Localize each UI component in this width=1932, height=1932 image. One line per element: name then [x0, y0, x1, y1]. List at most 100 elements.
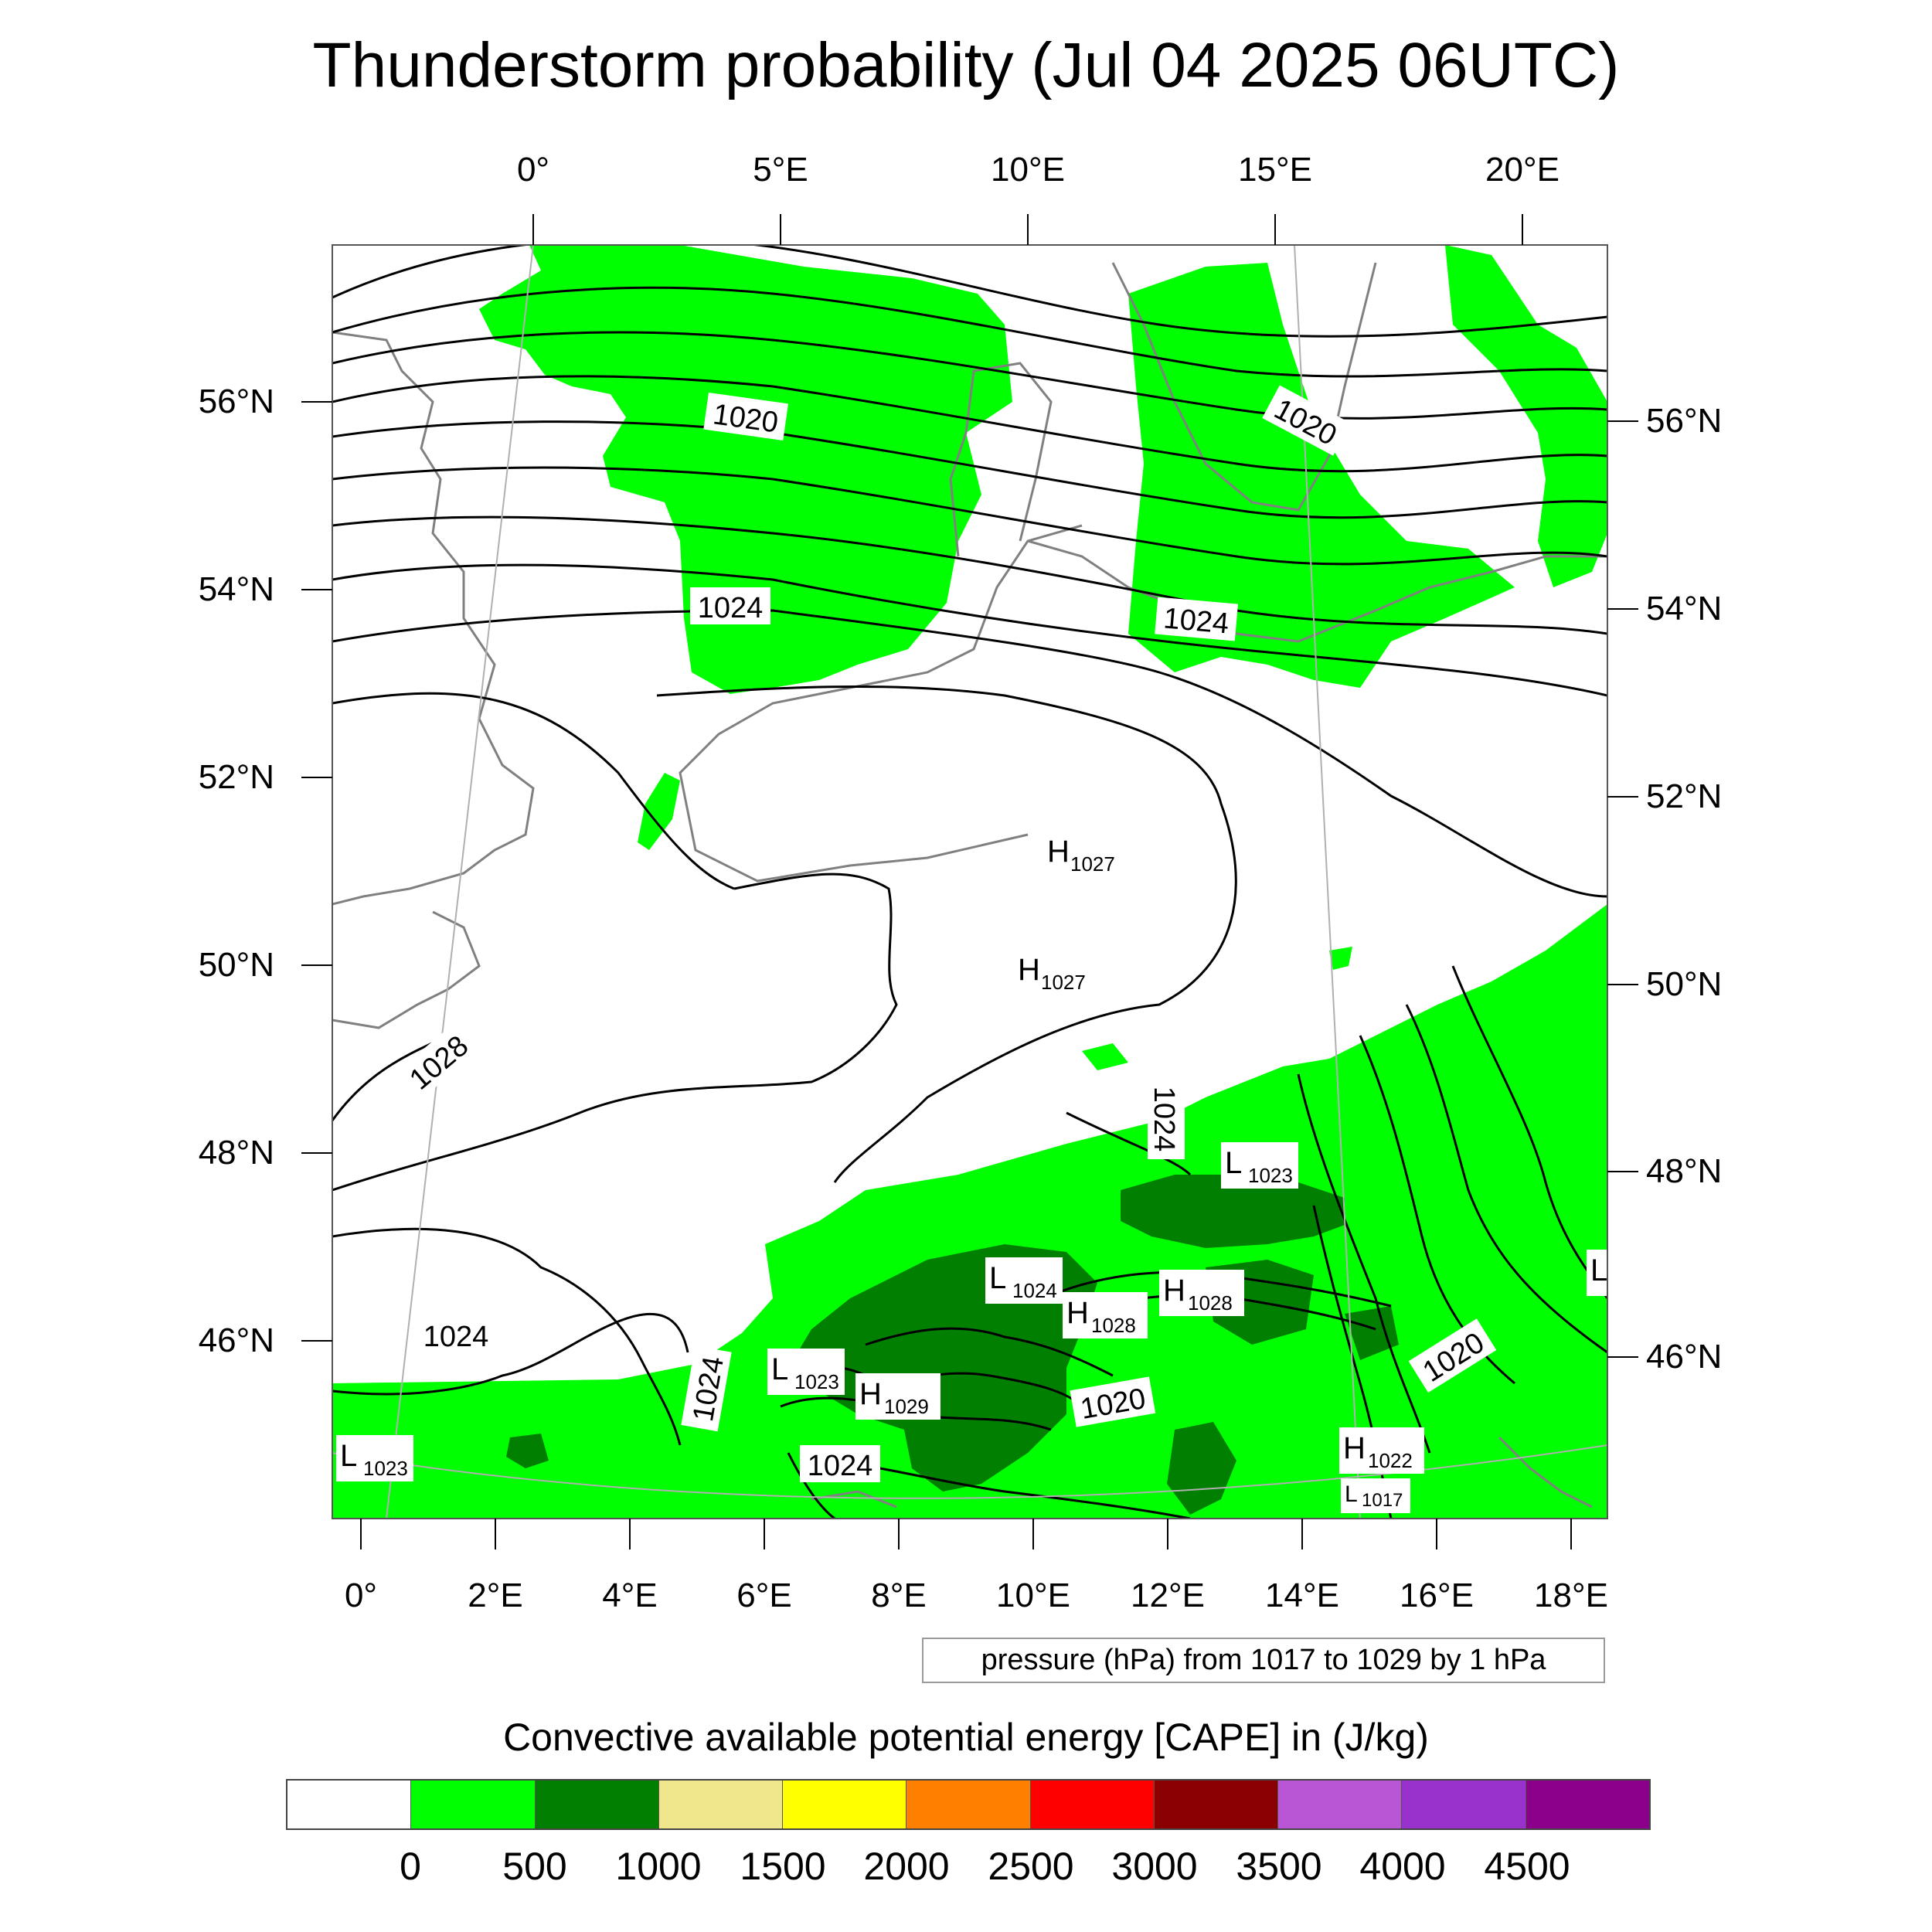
lon-label-bottom: 0°	[344, 1577, 378, 1614]
colorbar-label: 4500	[1484, 1845, 1570, 1888]
lat-label-left: 46°N	[198, 1321, 274, 1359]
lon-label-bottom: 12°E	[1131, 1577, 1205, 1614]
pressure-center-letter: L	[989, 1261, 1006, 1295]
pressure-center-value: 1024	[1012, 1279, 1057, 1302]
lat-label-right: 48°N	[1646, 1152, 1723, 1190]
lon-label-top: 0°	[516, 151, 550, 189]
lat-label-left: 54°N	[198, 570, 274, 608]
coastline-baltic	[1027, 539, 1607, 643]
colorbar-label: 1500	[740, 1845, 826, 1888]
cape-fill-0-500	[332, 245, 1607, 1519]
lon-label-top: 20°E	[1485, 151, 1560, 189]
cape-dark-alps	[788, 1244, 1097, 1492]
isobar-label: 1024	[698, 592, 764, 624]
lat-label-right: 46°N	[1646, 1338, 1723, 1376]
colorbar-swatch	[1278, 1781, 1403, 1828]
pressure-center-letter: L	[1590, 1253, 1607, 1287]
cape-area-north-sea	[479, 245, 1012, 694]
lat-label-right: 56°N	[1646, 402, 1723, 440]
lat-label-right: 52°N	[1646, 777, 1723, 815]
coastline-denmark	[949, 362, 1053, 557]
isobar-e1	[1451, 965, 1607, 1299]
cape-dark-se	[1345, 1306, 1399, 1360]
lon-label-bottom: 10°E	[996, 1577, 1070, 1614]
lon-label-bottom: 8°E	[871, 1577, 927, 1614]
coastline-continent	[679, 524, 1083, 883]
meridian-0	[386, 245, 534, 1519]
isobar-1024-left	[332, 1312, 689, 1396]
meridian-15	[1294, 245, 1361, 1519]
colorbar-label: 2000	[863, 1845, 950, 1888]
map-plot-area: 1020 1020 1020 1020 1024 1024	[332, 245, 1607, 1519]
pressure-center-value: 1027	[1070, 852, 1115, 876]
lon-label-bottom: 6°E	[736, 1577, 792, 1614]
colorbar-swatch	[411, 1781, 536, 1828]
colorbar	[286, 1779, 1651, 1830]
isobar-alps-g	[787, 1452, 835, 1519]
colorbar-swatch	[535, 1781, 659, 1828]
chart-title: Thunderstorm probability (Jul 04 2025 06…	[312, 30, 1620, 100]
isobar-label: 1024	[1162, 602, 1230, 640]
colorbar-label: 2500	[988, 1845, 1074, 1888]
pressure-center-value: 1022	[1368, 1449, 1413, 1472]
pressure-center-letter: H	[859, 1377, 882, 1411]
cape-dark-france	[506, 1434, 549, 1468]
pressure-center-value: 1028	[1091, 1314, 1136, 1337]
cape-dark-bavaria	[1121, 1175, 1345, 1248]
isobar-e4	[1297, 1073, 1431, 1454]
pressure-center-letter: L	[771, 1352, 788, 1386]
colorbar-label: 3000	[1111, 1845, 1198, 1888]
isobar-1027-a	[656, 685, 1237, 1183]
isobar-alps-f	[834, 1459, 1191, 1519]
pressure-info-box: pressure (hPa) from 1017 to 1029 by 1 hP…	[922, 1638, 1605, 1683]
lat-label-right: 54°N	[1646, 590, 1723, 628]
coastline-sweden	[1111, 262, 1377, 512]
colorbar-label: 4000	[1359, 1845, 1446, 1888]
isobar-alps-e	[865, 1327, 1114, 1377]
tick-marks	[301, 214, 1638, 1549]
cape-area-central	[1082, 1043, 1128, 1070]
isobar-1024-south	[332, 1227, 682, 1446]
pressure-center-letter: L	[1345, 1481, 1358, 1507]
colorbar-swatch	[1154, 1781, 1279, 1828]
isobar-1024-north	[332, 609, 1607, 898]
colorbar-swatch	[287, 1781, 412, 1828]
isobar-1024-east	[1066, 1111, 1192, 1176]
colorbar-label: 500	[502, 1845, 567, 1888]
colorbar-title: Convective available potential energy [C…	[503, 1716, 1429, 1759]
lon-label-bottom: 18°E	[1534, 1577, 1608, 1614]
pressure-center-value: 1029	[884, 1395, 929, 1418]
isobar-label: 1024	[423, 1321, 489, 1353]
pressure-center-letter: H	[1343, 1431, 1366, 1465]
lon-label-bottom: 4°E	[602, 1577, 658, 1614]
pressure-center-letter: L	[1225, 1146, 1242, 1180]
coastline-britain-east	[332, 331, 535, 906]
pressure-center-letter: H	[1047, 835, 1070, 869]
lat-label-left: 56°N	[198, 383, 274, 420]
colorbar-swatch	[1030, 1781, 1155, 1828]
isobar-label: 1024	[808, 1450, 873, 1482]
cape-dark-italy	[1167, 1422, 1236, 1515]
isobar-1026	[332, 872, 898, 1192]
pressure-center-value: 1027	[1041, 971, 1086, 994]
lat-label-left: 48°N	[198, 1134, 274, 1172]
isobar-label: 1024	[1148, 1087, 1180, 1152]
colorbar-label: 1000	[615, 1845, 702, 1888]
map-frame	[332, 244, 1608, 1519]
cape-area-northeast	[1445, 245, 1607, 587]
pressure-center-value: 1028	[1188, 1291, 1233, 1315]
pressure-center-value: 1023	[794, 1370, 839, 1393]
lon-label-bottom: 14°E	[1265, 1577, 1339, 1614]
pressure-centers: H 1027 H 1027 L 1023 L 1024 H 1028 H 1028 L 102…	[336, 835, 1607, 1513]
lon-label-bottom: 2°E	[468, 1577, 523, 1614]
lon-label-top: 15°E	[1238, 151, 1312, 189]
coastline-adriatic	[1498, 1436, 1593, 1509]
colorbar-swatch	[658, 1781, 784, 1828]
colorbar-swatch	[906, 1781, 1031, 1828]
pressure-center-value: 1023	[1248, 1164, 1293, 1187]
pressure-center-letter: H	[1163, 1274, 1185, 1308]
cape-area-alps	[332, 904, 1607, 1519]
lat-label-left: 52°N	[198, 758, 274, 796]
cape-area-wales	[638, 773, 680, 850]
